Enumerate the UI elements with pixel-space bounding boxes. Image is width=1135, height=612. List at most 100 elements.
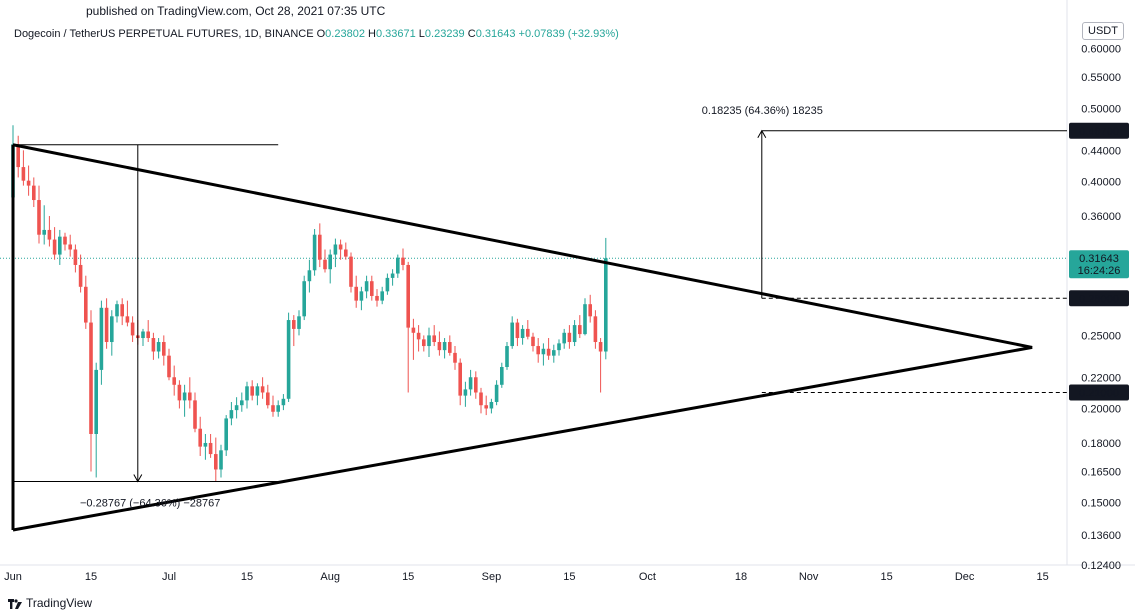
- candle-body[interactable]: [177, 384, 182, 401]
- candle-body[interactable]: [47, 229, 52, 240]
- candle-body[interactable]: [84, 286, 88, 323]
- candle-body[interactable]: [58, 236, 62, 255]
- candle-body[interactable]: [26, 180, 31, 186]
- candle-body[interactable]: [364, 281, 369, 292]
- candle-body[interactable]: [448, 342, 452, 353]
- candle-body[interactable]: [567, 332, 572, 343]
- candle-body[interactable]: [104, 307, 109, 343]
- candle-body[interactable]: [219, 450, 223, 470]
- candle-body[interactable]: [156, 342, 161, 352]
- candle-body[interactable]: [162, 342, 166, 356]
- candle-body[interactable]: [375, 295, 379, 301]
- candle-body[interactable]: [214, 454, 218, 470]
- candle-body[interactable]: [526, 328, 530, 337]
- candle-body[interactable]: [406, 264, 410, 328]
- candle-body[interactable]: [468, 377, 473, 390]
- candle-body[interactable]: [323, 259, 327, 270]
- candle-body[interactable]: [479, 392, 483, 406]
- candle-body[interactable]: [307, 270, 312, 282]
- candle-body[interactable]: [182, 392, 187, 401]
- candle-body[interactable]: [37, 200, 41, 235]
- candle-body[interactable]: [208, 442, 213, 455]
- candle-body[interactable]: [292, 320, 296, 329]
- candle-body[interactable]: [312, 234, 317, 271]
- candle-body[interactable]: [260, 386, 265, 393]
- candle-body[interactable]: [370, 281, 374, 296]
- candle-body[interactable]: [234, 405, 239, 411]
- candle-body[interactable]: [598, 342, 603, 352]
- candle-body[interactable]: [437, 342, 442, 351]
- candle-body[interactable]: [255, 386, 260, 396]
- candle-body[interactable]: [333, 244, 338, 255]
- candle-body[interactable]: [578, 325, 582, 335]
- candle-body[interactable]: [546, 348, 551, 356]
- candle-body[interactable]: [604, 258, 608, 352]
- candle-body[interactable]: [442, 342, 447, 351]
- candle-body[interactable]: [411, 327, 416, 333]
- candle-body[interactable]: [172, 377, 176, 385]
- candle-body[interactable]: [281, 398, 286, 406]
- candle-body[interactable]: [520, 328, 525, 339]
- candle-body[interactable]: [588, 304, 592, 317]
- candle-body[interactable]: [250, 386, 254, 396]
- candle-body[interactable]: [458, 362, 462, 396]
- candle-body[interactable]: [510, 322, 514, 347]
- candle-body[interactable]: [266, 392, 270, 406]
- candle-body[interactable]: [42, 229, 46, 235]
- candle-body[interactable]: [453, 352, 457, 363]
- candle-body[interactable]: [318, 234, 322, 260]
- candle-body[interactable]: [193, 400, 197, 429]
- candle-body[interactable]: [494, 384, 499, 402]
- candle-body[interactable]: [396, 257, 400, 274]
- candle-body[interactable]: [68, 244, 72, 250]
- candle-body[interactable]: [198, 428, 202, 447]
- candle-body[interactable]: [16, 144, 20, 168]
- candle-body[interactable]: [21, 167, 26, 181]
- candle-body[interactable]: [224, 418, 228, 451]
- candle-body[interactable]: [557, 343, 561, 351]
- candle-body[interactable]: [463, 389, 468, 396]
- candle-body[interactable]: [32, 185, 36, 201]
- candle-body[interactable]: [385, 277, 390, 292]
- candle-body[interactable]: [500, 367, 504, 385]
- candle-body[interactable]: [146, 331, 150, 339]
- candle-body[interactable]: [188, 392, 192, 401]
- candle-body[interactable]: [141, 331, 145, 339]
- candle-body[interactable]: [240, 400, 244, 406]
- candle-body[interactable]: [474, 377, 478, 393]
- candle-body[interactable]: [484, 405, 488, 409]
- candle-body[interactable]: [354, 286, 358, 301]
- candle-body[interactable]: [203, 442, 208, 447]
- candle-body[interactable]: [349, 256, 353, 287]
- candle-body[interactable]: [541, 348, 546, 355]
- candle-body[interactable]: [593, 316, 598, 343]
- candle-body[interactable]: [422, 339, 426, 347]
- candle-body[interactable]: [297, 316, 301, 329]
- candle-body[interactable]: [52, 239, 57, 255]
- candle-body[interactable]: [229, 410, 234, 419]
- candle-body[interactable]: [536, 346, 540, 355]
- candle-body[interactable]: [380, 291, 384, 301]
- candle-body[interactable]: [110, 316, 114, 343]
- candle-body[interactable]: [344, 249, 348, 257]
- candle-body[interactable]: [286, 320, 291, 399]
- candle-body[interactable]: [151, 338, 156, 352]
- candle-body[interactable]: [432, 335, 436, 343]
- candle-body[interactable]: [515, 322, 520, 339]
- candle-body[interactable]: [89, 322, 93, 434]
- candle-body[interactable]: [78, 264, 83, 287]
- candle-body[interactable]: [99, 307, 104, 370]
- candle-body[interactable]: [130, 322, 135, 336]
- candle-body[interactable]: [359, 291, 364, 301]
- candle-body[interactable]: [416, 332, 421, 340]
- candle-body[interactable]: [245, 386, 249, 401]
- candle-body[interactable]: [390, 273, 395, 278]
- candle-body[interactable]: [120, 304, 124, 317]
- candle-body[interactable]: [489, 401, 494, 409]
- candle-body[interactable]: [583, 304, 587, 335]
- candle-body[interactable]: [73, 249, 78, 265]
- currency-unit-button[interactable]: USDT: [1082, 22, 1124, 40]
- candle-body[interactable]: [552, 350, 556, 356]
- candle-body[interactable]: [572, 325, 577, 343]
